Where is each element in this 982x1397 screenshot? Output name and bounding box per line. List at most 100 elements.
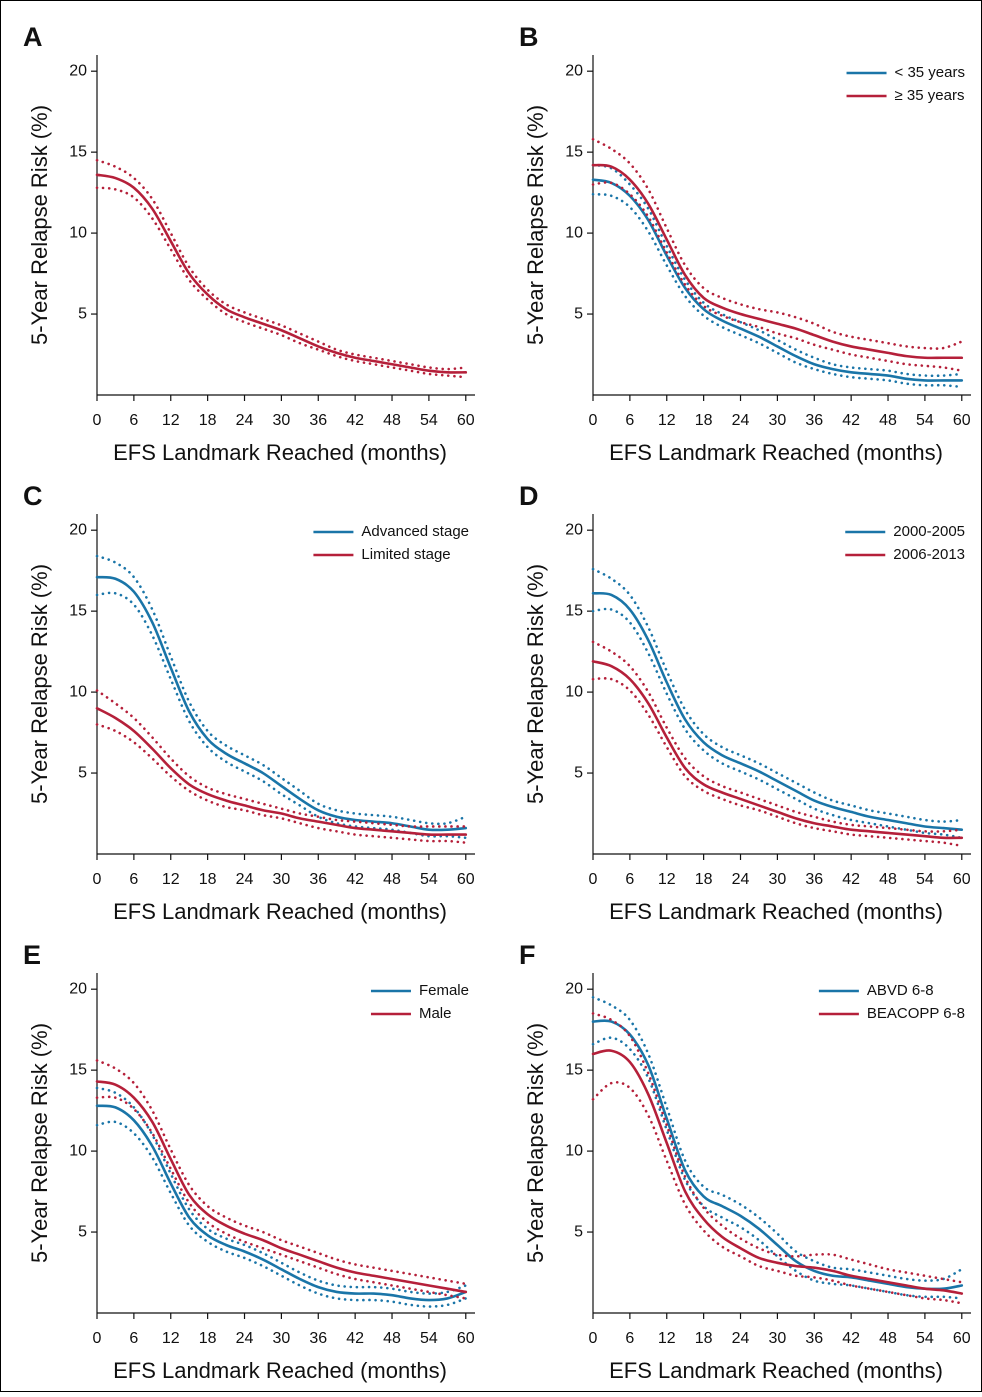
x-tick-label: 54 xyxy=(916,412,934,429)
x-tick-label: 0 xyxy=(589,871,598,888)
x-tick-label: 36 xyxy=(309,871,327,888)
x-tick-label: 60 xyxy=(457,412,475,429)
x-tick-label: 30 xyxy=(768,871,786,888)
x-tick-label: 54 xyxy=(420,412,438,429)
x-axis-label: EFS Landmark Reached (months) xyxy=(113,440,447,465)
x-tick-label: 42 xyxy=(842,1330,860,1347)
x-tick-label: 18 xyxy=(199,871,217,888)
y-tick-label: 20 xyxy=(565,521,583,538)
y-tick-label: 15 xyxy=(565,143,583,160)
ci-line xyxy=(95,1120,468,1308)
x-axis-label: EFS Landmark Reached (months) xyxy=(113,899,447,924)
x-tick-label: 48 xyxy=(383,412,401,429)
x-tick-label: 54 xyxy=(420,1330,438,1347)
x-tick-label: 12 xyxy=(162,871,180,888)
x-tick-label: 18 xyxy=(695,871,713,888)
ci-line xyxy=(95,186,468,379)
legend: Female Male xyxy=(370,982,469,1022)
x-tick-label: 36 xyxy=(309,1330,327,1347)
legend: < 35 years ≥ 35 years xyxy=(846,64,965,104)
ci-line xyxy=(95,158,468,371)
legend: Advanced stage Limited stage xyxy=(313,523,469,563)
series-line xyxy=(591,163,964,360)
y-tick-label: 20 xyxy=(565,980,583,997)
x-tick-label: 48 xyxy=(879,1330,897,1347)
panel: A 5 10 15 20 0 6 12 18 24 30 36 42 48 54 60 EFS Landmark… xyxy=(23,22,475,465)
x-tick-label: 12 xyxy=(162,1330,180,1347)
legend-label: Male xyxy=(419,1005,452,1022)
x-tick-label: 30 xyxy=(272,412,290,429)
x-tick-label: 6 xyxy=(625,871,634,888)
x-tick-label: 6 xyxy=(625,412,634,429)
x-tick-label: 42 xyxy=(346,1330,364,1347)
y-tick-label: 10 xyxy=(69,1142,87,1159)
x-tick-label: 30 xyxy=(272,871,290,888)
x-tick-label: 42 xyxy=(842,412,860,429)
y-tick-label: 15 xyxy=(69,143,87,160)
x-tick-label: 30 xyxy=(768,412,786,429)
ci-line xyxy=(591,567,964,823)
panel-letter: D xyxy=(519,481,539,511)
y-tick-label: 10 xyxy=(565,683,583,700)
ci-line xyxy=(591,163,964,378)
y-tick-label: 15 xyxy=(69,602,87,619)
x-tick-label: 18 xyxy=(199,412,217,429)
x-tick-label: 12 xyxy=(162,412,180,429)
x-tick-label: 60 xyxy=(953,1330,971,1347)
y-tick-label: 15 xyxy=(565,1061,583,1078)
y-axis-label: 5-Year Relapse Risk (%) xyxy=(27,105,52,345)
y-axis-label: 5-Year Relapse Risk (%) xyxy=(27,564,52,804)
x-tick-label: 24 xyxy=(236,871,254,888)
x-tick-label: 30 xyxy=(272,1330,290,1347)
legend-label: Advanced stage xyxy=(361,523,469,540)
legend-label: ABVD 6-8 xyxy=(867,982,934,999)
legend-label: < 35 years xyxy=(895,64,965,81)
x-tick-label: 0 xyxy=(93,412,102,429)
y-tick-label: 10 xyxy=(69,683,87,700)
x-tick-label: 0 xyxy=(589,1330,598,1347)
x-tick-label: 24 xyxy=(732,412,750,429)
x-tick-label: 36 xyxy=(309,412,327,429)
y-tick-label: 5 xyxy=(574,305,583,322)
panel-letter: B xyxy=(519,22,539,52)
legend-label: Limited stage xyxy=(361,546,450,563)
legend-label: 2006-2013 xyxy=(893,546,965,563)
ci-line xyxy=(591,192,964,389)
x-tick-label: 18 xyxy=(695,412,713,429)
y-tick-label: 10 xyxy=(69,224,87,241)
y-tick-label: 5 xyxy=(574,1223,583,1240)
x-tick-label: 60 xyxy=(953,412,971,429)
x-tick-label: 24 xyxy=(236,412,254,429)
ci-line xyxy=(591,1012,964,1284)
x-axis-label: EFS Landmark Reached (months) xyxy=(113,1358,447,1383)
x-tick-label: 6 xyxy=(129,1330,138,1347)
series-line xyxy=(591,660,964,840)
ci-line xyxy=(591,1036,964,1300)
x-tick-label: 12 xyxy=(658,871,676,888)
x-tick-label: 48 xyxy=(383,871,401,888)
x-tick-label: 48 xyxy=(383,1330,401,1347)
x-tick-label: 36 xyxy=(805,871,823,888)
y-axis-label: 5-Year Relapse Risk (%) xyxy=(523,1023,548,1263)
y-tick-label: 5 xyxy=(78,764,87,781)
y-tick-label: 5 xyxy=(78,1223,87,1240)
ci-line xyxy=(95,723,468,844)
y-tick-label: 5 xyxy=(78,305,87,322)
series-line xyxy=(95,575,468,832)
y-tick-label: 20 xyxy=(69,62,87,79)
x-axis-label: EFS Landmark Reached (months) xyxy=(609,899,943,924)
x-tick-label: 30 xyxy=(768,1330,786,1347)
y-tick-label: 10 xyxy=(565,224,583,241)
legend: ABVD 6-8 BEACOPP 6-8 xyxy=(818,982,965,1022)
x-tick-label: 42 xyxy=(842,871,860,888)
x-tick-label: 42 xyxy=(346,412,364,429)
panel: B 5 10 15 20 0 6 12 18 24 30 36 42 48 54 60 EFS Landmark… xyxy=(519,22,971,465)
x-tick-label: 48 xyxy=(879,871,897,888)
x-tick-label: 48 xyxy=(879,412,897,429)
ci-line xyxy=(591,607,964,840)
x-tick-label: 6 xyxy=(129,871,138,888)
ci-line xyxy=(591,1081,964,1305)
ci-line xyxy=(591,640,964,833)
